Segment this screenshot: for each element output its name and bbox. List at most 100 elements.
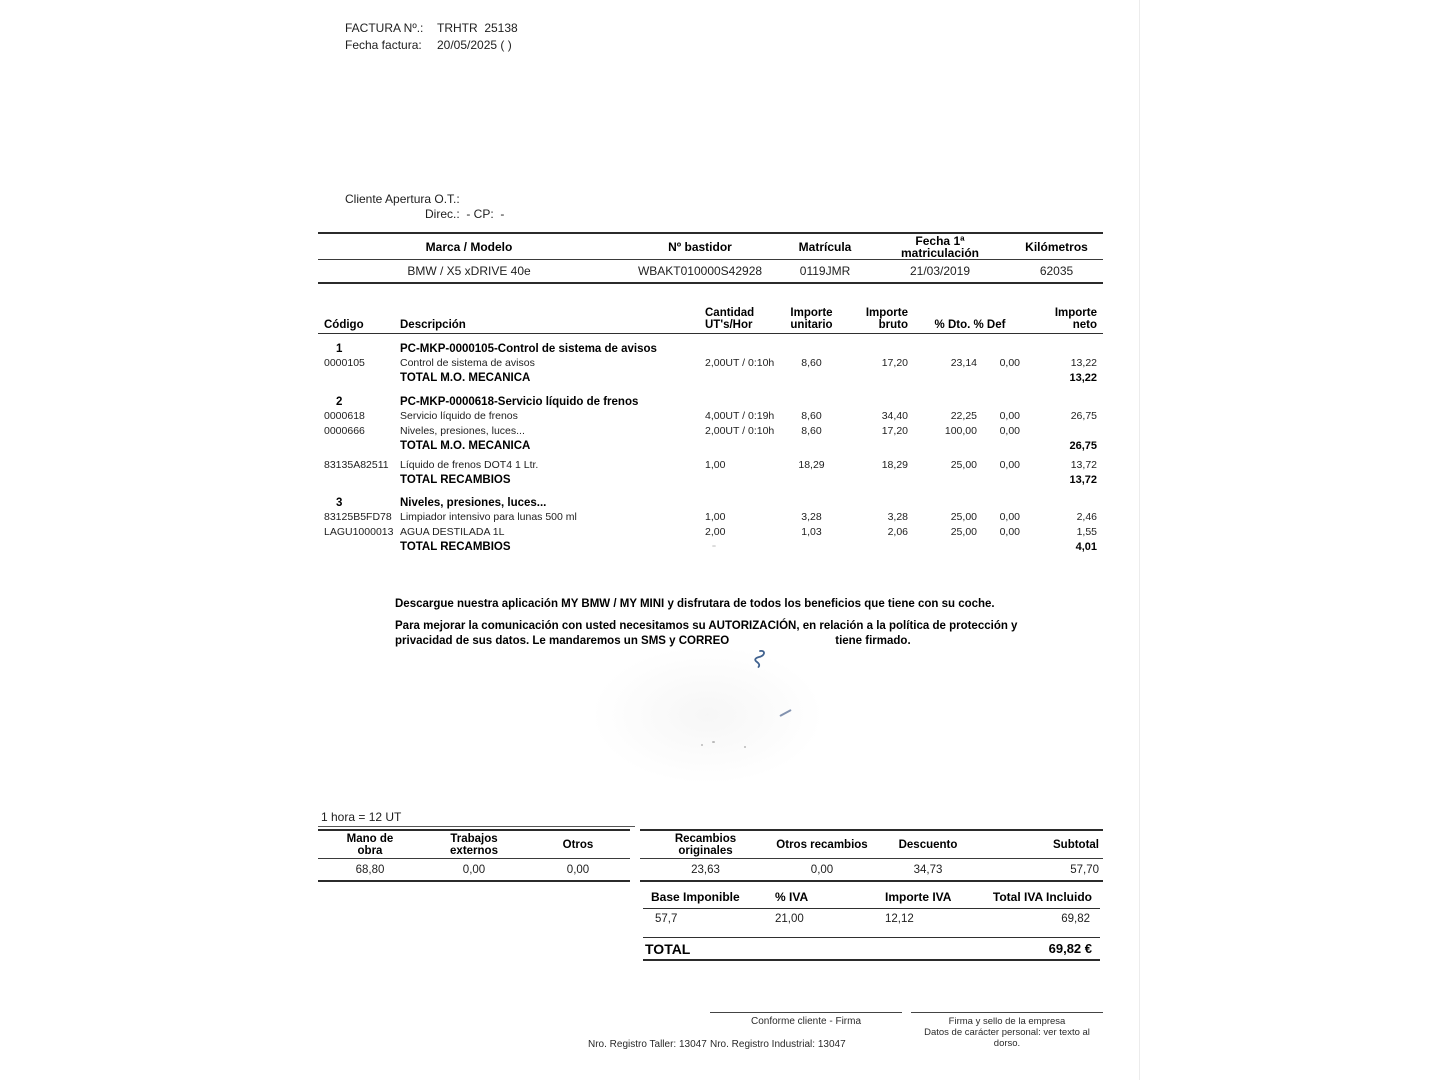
taxable-base-value: 57,7 [655,913,678,925]
item-unit-price: 8,60 [801,410,822,422]
item-description: Niveles, presiones, luces... [400,425,525,437]
header-gross: Importe bruto [865,307,908,331]
authorization-line2a: privacidad de sus datos. Le mandaremos u… [395,635,730,647]
scan-speck [712,545,716,547]
section-1-number: 1 [336,343,343,355]
item-discount-pct: 23,14 [950,357,977,369]
item-def-pct: 0,00 [999,410,1020,422]
vehicle-model-value: BMW / X5 xDRIVE 40e [407,264,531,278]
item-def-pct: 0,00 [999,526,1020,538]
signature-scribble-icon [754,650,765,668]
hour-conversion-note: 1 hora = 12 UT [318,810,635,827]
section-1-title-row: 1 PC-MKP-0000105-Control de sistema de a… [318,342,1103,356]
item-code: LAGU1000013 [324,526,394,538]
vehicle-table: Marca / Modelo Nº bastidor Matrícula Fec… [318,232,1103,284]
item-net: 26,75 [1070,410,1097,422]
grand-total-row: TOTAL 69,82 € [643,938,1100,961]
vat-pct-value: 21,00 [775,913,804,925]
tax-total-table: Base Imponible % IVA Importe IVA Total I… [643,890,1100,961]
invoice-number-label: FACTURA Nº.: [345,21,424,35]
item-description: Servicio líquido de frenos [400,410,518,422]
total-label: TOTAL M.O. MECANICA [400,372,531,384]
item-code: 83135A82511 [324,459,389,471]
header-other-parts: Otros recambios [776,838,868,851]
item-description: AGUA DESTILADA 1L [400,526,505,538]
section-2-number: 2 [336,396,343,408]
total-label: TOTAL M.O. MECANICA [400,440,531,452]
vehicle-header-model: Marca / Modelo [425,239,513,254]
item-net: 2,46 [1076,511,1097,523]
item-description: Limpiador intensivo para lunas 500 ml [400,511,577,523]
item-quantity: 4,00UT / 0:19h [705,410,775,422]
client-block: Cliente Apertura O.T.: Direc.: - CP: - [345,192,504,222]
header-total-incl-vat: Total IVA Incluido [992,890,1092,904]
tax-table-header: Base Imponible % IVA Importe IVA Total I… [643,890,1100,909]
item-code: 83125B5FD78 [324,511,392,523]
item-gross: 2,06 [887,526,908,538]
section-3-title-row: 3 Niveles, presiones, luces... [318,496,1103,510]
workshop-registry-number: Nro. Registro Taller: 13047 [588,1039,707,1050]
header-original-parts: Recambios originales [674,832,737,857]
item-description: Control de sistema de avisos [400,357,535,369]
original-parts-value: 23,63 [691,863,720,876]
item-def-pct: 0,00 [999,425,1020,437]
header-discount-def: % Dto. % Def [934,318,1006,331]
item-row: 83135A82511 Líquido de frenos DOT4 1 Ltr… [318,458,1103,473]
item-discount-pct: 25,00 [950,459,977,471]
company-signature-line: Firma y sello de la empresa Datos de car… [911,1012,1103,1049]
header-subtotal: Subtotal [1053,838,1099,851]
summary-table-parts: Recambios originales Otros recambios Des… [640,829,1103,882]
vehicle-vin-value: WBAKT010000S42928 [637,264,763,278]
invoice-date-value: 20/05/2025 ( ) [437,38,512,52]
scan-speck [701,744,703,746]
labor-value: 68,80 [355,863,385,876]
item-discount-pct: 25,00 [950,511,977,523]
total-label: TOTAL RECAMBIOS [400,541,511,553]
item-discount-pct: 100,00 [944,425,977,437]
item-quantity: 2,00UT / 0:10h [705,357,775,369]
item-unit-price: 1,03 [801,526,822,538]
header-discount: Descuento [898,838,958,851]
authorization-line2b: tiene firmado. [835,635,911,647]
summary-tables: Mano de obra Trabajos externos Otros 68,… [318,829,1103,882]
total-label: TOTAL RECAMBIOS [400,474,511,486]
item-net: 13,22 [1070,357,1097,369]
summary-labor-values: 68,80 0,00 0,00 [318,859,630,882]
total-row: TOTAL RECAMBIOS 4,01 [318,540,1103,554]
item-unit-price: 8,60 [801,357,822,369]
company-signature-note: Datos de carácter personal: ver texto al… [924,1027,1090,1049]
item-def-pct: 0,00 [999,459,1020,471]
item-row: 0000666 Niveles, presiones, luces... 2,0… [318,424,1103,439]
external-works-value: 0,00 [462,863,486,876]
tax-table-values: 57,7 21,00 12,12 69,82 [643,909,1100,929]
header-external-works: Trabajos externos [450,832,498,857]
vehicle-table-row: BMW / X5 xDRIVE 40e WBAKT010000S42928 01… [318,260,1103,284]
vehicle-table-header: Marca / Modelo Nº bastidor Matrícula Fec… [318,234,1103,260]
item-discount-pct: 22,25 [950,410,977,422]
item-description: Líquido de frenos DOT4 1 Ltr. [400,459,539,471]
vehicle-header-plate: Matrícula [798,239,852,254]
summary-parts-header: Recambios originales Otros recambios Des… [640,831,1103,859]
item-unit-price: 18,29 [798,459,825,471]
item-code: 0000105 [324,357,365,369]
line-items-header: Código Descripción Cantidad UT's/Hor Imp… [318,303,1103,334]
faded-stamp-smudge [590,645,825,785]
summary-parts-values: 23,63 0,00 34,73 57,70 [640,859,1103,882]
total-value: 26,75 [1069,440,1097,452]
header-quantity: Cantidad UT's/Hor [705,307,755,331]
client-signature-line: Conforme cliente - Firma [710,1012,902,1027]
vehicle-first-reg-value: 21/03/2019 [909,264,971,278]
subtotal-value: 57,70 [1070,863,1099,876]
header-others: Otros [562,838,594,851]
total-value: 4,01 [1075,541,1097,553]
total-row: TOTAL M.O. MECANICA 13,22 [318,371,1103,385]
other-parts-value: 0,00 [810,863,834,876]
scan-speck [744,746,746,748]
header-net: Importe neto [1054,307,1097,331]
item-row: 0000618 Servicio líquido de frenos 4,00U… [318,409,1103,424]
item-row: 0000105 Control de sistema de avisos 2,0… [318,356,1103,371]
client-address-line: Direc.: - CP: - [425,207,505,221]
item-row: 83125B5FD78 Limpiador intensivo para lun… [318,510,1103,525]
total-row: TOTAL RECAMBIOS 13,72 [318,473,1103,487]
header-description: Descripción [400,318,466,331]
